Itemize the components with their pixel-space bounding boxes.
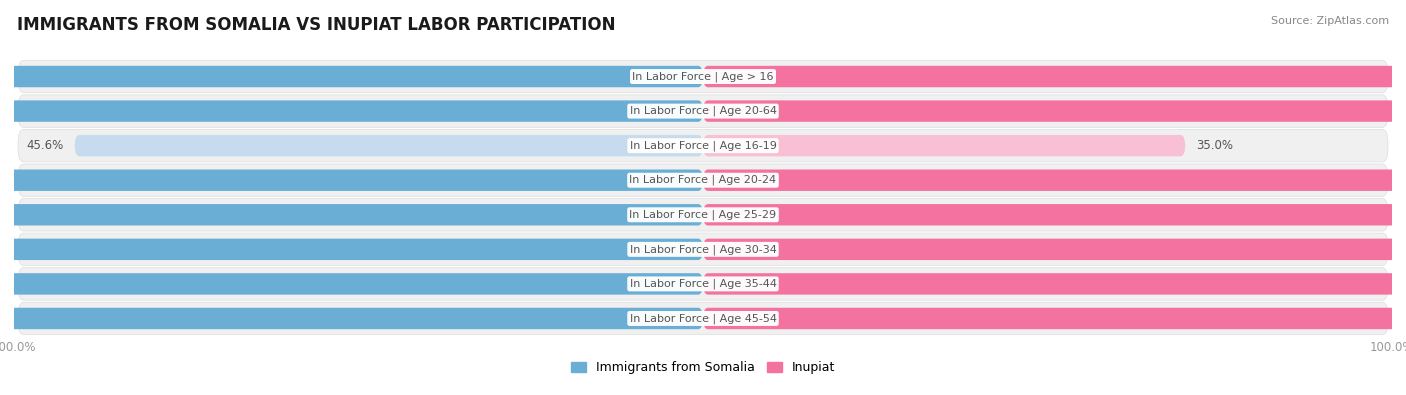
Text: In Labor Force | Age 20-24: In Labor Force | Age 20-24 [630,175,776,186]
Text: In Labor Force | Age 30-34: In Labor Force | Age 30-34 [630,244,776,255]
FancyBboxPatch shape [0,169,703,191]
FancyBboxPatch shape [703,169,1406,191]
FancyBboxPatch shape [75,135,703,156]
FancyBboxPatch shape [18,302,1388,335]
Text: 45.6%: 45.6% [27,139,63,152]
FancyBboxPatch shape [0,239,703,260]
Text: In Labor Force | Age 16-19: In Labor Force | Age 16-19 [630,140,776,151]
FancyBboxPatch shape [0,100,703,122]
FancyBboxPatch shape [703,239,1406,260]
FancyBboxPatch shape [0,308,703,329]
FancyBboxPatch shape [0,204,703,226]
Legend: Immigrants from Somalia, Inupiat: Immigrants from Somalia, Inupiat [565,356,841,379]
FancyBboxPatch shape [18,60,1388,93]
Text: In Labor Force | Age 45-54: In Labor Force | Age 45-54 [630,313,776,324]
FancyBboxPatch shape [703,273,1406,295]
FancyBboxPatch shape [18,199,1388,231]
FancyBboxPatch shape [703,308,1406,329]
FancyBboxPatch shape [18,233,1388,265]
Text: In Labor Force | Age 25-29: In Labor Force | Age 25-29 [630,209,776,220]
Text: In Labor Force | Age > 16: In Labor Force | Age > 16 [633,71,773,82]
FancyBboxPatch shape [18,268,1388,300]
FancyBboxPatch shape [703,204,1406,226]
FancyBboxPatch shape [18,130,1388,162]
Text: Source: ZipAtlas.com: Source: ZipAtlas.com [1271,16,1389,26]
Text: In Labor Force | Age 35-44: In Labor Force | Age 35-44 [630,278,776,289]
Text: IMMIGRANTS FROM SOMALIA VS INUPIAT LABOR PARTICIPATION: IMMIGRANTS FROM SOMALIA VS INUPIAT LABOR… [17,16,616,34]
FancyBboxPatch shape [703,135,1185,156]
Text: In Labor Force | Age 20-64: In Labor Force | Age 20-64 [630,106,776,117]
FancyBboxPatch shape [703,100,1406,122]
FancyBboxPatch shape [0,273,703,295]
Text: 35.0%: 35.0% [1197,139,1233,152]
FancyBboxPatch shape [18,164,1388,196]
FancyBboxPatch shape [18,95,1388,127]
FancyBboxPatch shape [703,66,1406,87]
FancyBboxPatch shape [0,66,703,87]
